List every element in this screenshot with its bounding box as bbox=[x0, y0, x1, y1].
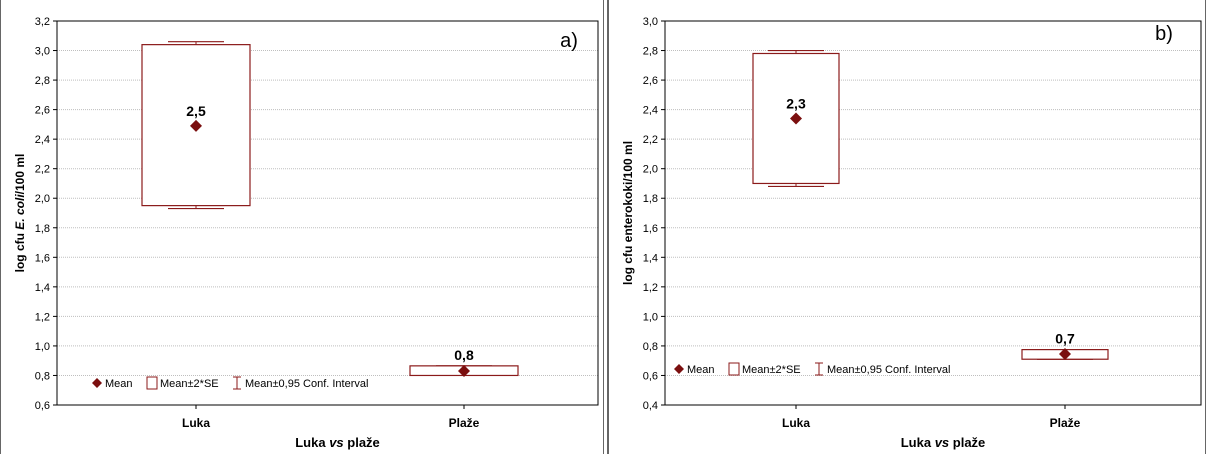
y-tick-label-b: 3,0 bbox=[643, 16, 658, 28]
y-tick-label-a: 3,2 bbox=[35, 16, 50, 28]
legend-ci-label-b: Mean±0,95 Conf. Interval bbox=[827, 364, 950, 376]
y-tick-label-a: 0,6 bbox=[35, 400, 50, 412]
y-tick-label-b: 2,6 bbox=[643, 75, 658, 87]
legend-ci-label-a: Mean±0,95 Conf. Interval bbox=[245, 378, 368, 390]
x-tick-label-a-luka: Luka bbox=[182, 416, 210, 430]
y-tick-label-a: 1,2 bbox=[35, 311, 50, 323]
data-label-b-luka: 2,3 bbox=[786, 95, 806, 111]
y-axis-label-part-a: E. coli bbox=[13, 194, 27, 230]
y-tick-label-b: 0,8 bbox=[643, 341, 658, 353]
legend-mean-icon-a bbox=[92, 378, 102, 388]
data-label-a-luka: 2,5 bbox=[186, 103, 206, 119]
x-axis-label-b: Luka vs plaže bbox=[901, 435, 986, 450]
chart-b-svg: 0,4 0,6 0,8 1,0 1,2 1,4 1,6 1,8 2,0 2,2 2,4 2,6 2,8 3… bbox=[621, 16, 1202, 450]
y-tick-label-a: 2,0 bbox=[35, 193, 50, 205]
y-tick-label-b: 2,4 bbox=[643, 105, 658, 117]
y-axis-label-part-b: log cfu enterokoki/100 ml bbox=[621, 141, 635, 285]
y-tick-label-a: 2,2 bbox=[35, 164, 50, 176]
y-tick-label-b: 1,2 bbox=[643, 282, 658, 294]
mean-marker-a-luka bbox=[190, 119, 202, 132]
y-tick-label-a: 0,8 bbox=[35, 370, 50, 382]
plot-frame-a bbox=[56, 20, 599, 406]
y-tick-label-b: 0,4 bbox=[643, 400, 658, 412]
x-axis-label-part-b: plaže bbox=[949, 435, 985, 450]
y-axis-label-b: log cfu enterokoki/100 ml bbox=[621, 141, 635, 285]
y-tick-label-b: 2,2 bbox=[643, 134, 658, 146]
y-tick-label-a: 2,4 bbox=[35, 134, 50, 146]
x-tick-label-b-plaže: Plaže bbox=[1050, 416, 1081, 430]
panel-label-b: b) bbox=[1155, 23, 1173, 45]
y-tick-label-b: 1,0 bbox=[643, 311, 658, 323]
y-tick-label-a: 2,6 bbox=[35, 105, 50, 117]
legend-se-icon-b bbox=[728, 362, 740, 376]
chart-a-svg: 0,6 0,8 1,0 1,2 1,4 1,6 1,8 2,0 2,2 2,4 2,6 2,8 3,0 3… bbox=[13, 16, 599, 450]
y-tick-label-a: 1,0 bbox=[35, 341, 50, 353]
legend-se-label-a: Mean±2*SE bbox=[160, 378, 219, 390]
y-tick-label-a: 1,8 bbox=[35, 223, 50, 235]
x-axis-label-part-a: Luka bbox=[295, 435, 329, 450]
legend-mean-icon-b bbox=[674, 364, 684, 374]
data-label-a-plaže: 0,8 bbox=[454, 347, 474, 363]
data-label-b-plaže: 0,7 bbox=[1055, 331, 1075, 347]
x-tick-label-b-luka: Luka bbox=[782, 416, 810, 430]
y-tick-label-a: 1,4 bbox=[35, 282, 50, 294]
chart-panel-a: 0,6 0,8 1,0 1,2 1,4 1,6 1,8 2,0 2,2 2,4 2,6 2,8 3,0 3… bbox=[0, 0, 608, 454]
panel-label-a: a) bbox=[560, 30, 578, 52]
x-axis-label-part-b: Luka bbox=[901, 435, 935, 450]
mean-marker-b-plaže bbox=[1059, 348, 1071, 361]
y-tick-label-b: 1,4 bbox=[643, 252, 658, 264]
legend-se-icon-a bbox=[146, 376, 158, 390]
y-tick-label-a: 2,8 bbox=[35, 75, 50, 87]
plot-frame-b bbox=[664, 20, 1202, 406]
mean-marker-b-luka bbox=[790, 112, 802, 125]
y-tick-label-b: 2,0 bbox=[643, 164, 658, 176]
y-tick-label-a: 1,6 bbox=[35, 252, 50, 264]
x-axis-label-part-a: plaže bbox=[344, 435, 380, 450]
legend-mean-label-a: Mean bbox=[105, 378, 133, 390]
chart-panel-b: 0,4 0,6 0,8 1,0 1,2 1,4 1,6 1,8 2,0 2,2 2,4 2,6 2,8 3… bbox=[608, 0, 1206, 454]
y-tick-label-b: 2,8 bbox=[643, 46, 658, 58]
x-axis-label-part-b: vs bbox=[935, 435, 949, 450]
legend-mean-label-b: Mean bbox=[687, 364, 715, 376]
y-tick-label-a: 3,0 bbox=[35, 46, 50, 58]
legend-se-label-b: Mean±2*SE bbox=[742, 364, 801, 376]
x-axis-label-part-a: vs bbox=[329, 435, 343, 450]
x-tick-label-a-plaže: Plaže bbox=[449, 416, 480, 430]
y-axis-label-part-a: log cfu bbox=[13, 230, 27, 273]
mean-marker-a-plaže bbox=[458, 365, 470, 378]
x-axis-label-a: Luka vs plaže bbox=[295, 435, 380, 450]
y-axis-label-part-a: /100 ml bbox=[13, 154, 27, 195]
y-axis-label-a: log cfu E. coli/100 ml bbox=[13, 154, 27, 273]
y-tick-label-b: 1,6 bbox=[643, 223, 658, 235]
y-tick-label-b: 0,6 bbox=[643, 370, 658, 382]
y-tick-label-b: 1,8 bbox=[643, 193, 658, 205]
